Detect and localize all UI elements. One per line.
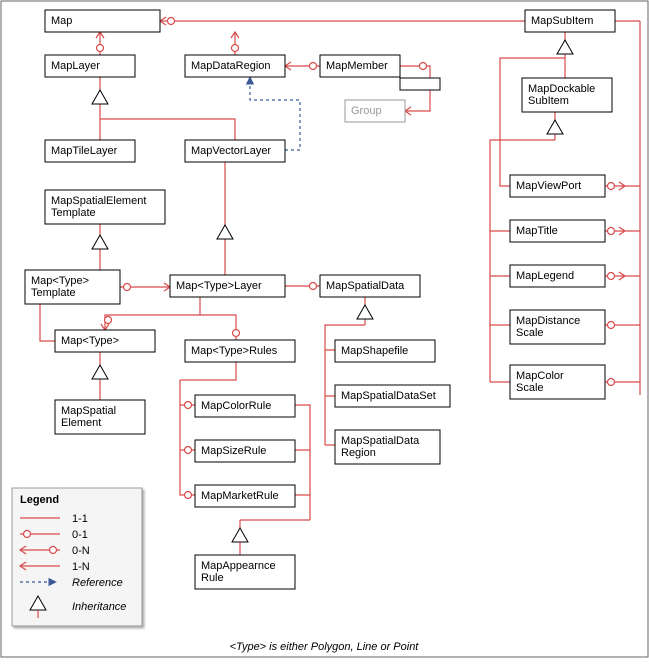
node-label-msub: MapSubItem (531, 15, 593, 27)
node-label-mar: Rule (201, 572, 224, 584)
node-label-mvec: MapVectorLayer (191, 145, 271, 157)
footnote: <Type> is either Polygon, Line or Point (230, 641, 420, 653)
node-label-map: Map (51, 15, 72, 27)
svg-text:Reference: Reference (72, 577, 123, 589)
node-label-mse: Element (61, 417, 101, 429)
node-label-msds: MapSpatialDataSet (341, 390, 436, 402)
node-label-mshp: MapShapefile (341, 345, 408, 357)
node-label-msd: MapSpatialData (326, 280, 405, 292)
svg-text:0-N: 0-N (72, 545, 90, 557)
node-label-mcol: Scale (516, 382, 544, 394)
node-label-mseTpl: Template (51, 207, 96, 219)
node-label-mtitle: MapTitle (516, 225, 558, 237)
node-label-mse: MapSpatial (61, 405, 116, 417)
node-label-mtile: MapTileLayer (51, 145, 118, 157)
node-label-msdr: MapSpatialData (341, 435, 420, 447)
svg-text:1-1: 1-1 (72, 513, 88, 525)
node-label-mtTpl: Template (31, 287, 76, 299)
node-label-group: Group (351, 105, 382, 117)
node-label-mdist: Scale (516, 327, 544, 339)
node-label-mmr: MapMarketRule (201, 490, 279, 502)
node-label-mdist: MapDistance (516, 315, 580, 327)
node-label-mdr: MapDataRegion (191, 60, 271, 72)
node-label-msr: MapSizeRule (201, 445, 266, 457)
node-label-mmember: MapMember (326, 60, 388, 72)
node-label-mcol: MapColor (516, 370, 564, 382)
node-label-mtype: Map<Type> (61, 335, 119, 347)
node-label-msdr: Region (341, 447, 376, 459)
svg-text:0-1: 0-1 (72, 529, 88, 541)
node-label-mar: MapAppearnce (201, 560, 276, 572)
node-label-mcr: MapColorRule (201, 400, 271, 412)
legend-title: Legend (20, 494, 59, 506)
node-label-maplayer: MapLayer (51, 60, 100, 72)
node-label-mdock: MapDockable (528, 83, 595, 95)
node-label-mleg: MapLegend (516, 270, 574, 282)
svg-text:1-N: 1-N (72, 561, 90, 573)
svg-text:Inheritance: Inheritance (72, 601, 126, 613)
legend: Legend 1-1 0-1 0-N 1-N Reference Inherit… (12, 488, 142, 626)
node-label-mdock: SubItem (528, 95, 569, 107)
node-label-mtTpl: Map<Type> (31, 275, 89, 287)
node-label-mtLayer: Map<Type>Layer (176, 280, 262, 292)
node-label-mtRules: Map<Type>Rules (191, 345, 278, 357)
node-label-mvp: MapViewPort (516, 180, 581, 192)
node-label-mseTpl: MapSpatialElement (51, 195, 146, 207)
